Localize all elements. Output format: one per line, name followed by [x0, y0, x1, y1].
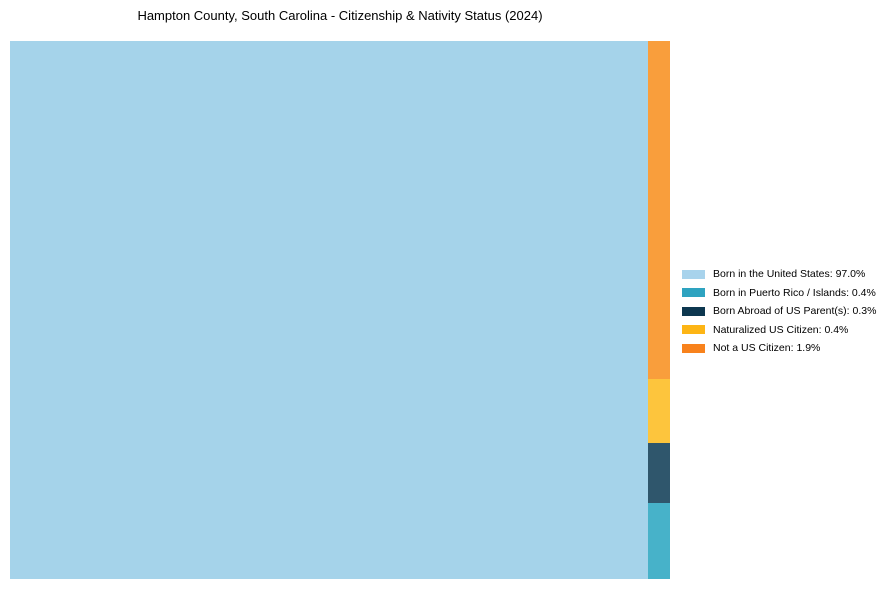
legend-row-4: Not a US Citizen: 1.9%	[682, 339, 876, 358]
legend-row-1: Born in Puerto Rico / Islands: 0.4%	[682, 284, 876, 303]
treemap-rect-born-in-puerto-rico-islands	[648, 503, 670, 579]
chart-title: Hampton County, South Carolina - Citizen…	[137, 8, 543, 23]
treemap-rect-not-a-us-citizen	[648, 41, 670, 380]
legend-swatch-3	[682, 325, 705, 335]
legend-label-2: Born Abroad of US Parent(s): 0.3%	[713, 305, 877, 318]
treemap	[10, 41, 670, 579]
legend-swatch-2	[682, 306, 705, 316]
legend-swatch-0	[682, 269, 705, 279]
legend-label-4: Not a US Citizen: 1.9%	[713, 342, 821, 355]
legend-swatch-1	[682, 288, 705, 298]
legend: Born in the United States: 97.0% Born in …	[682, 265, 876, 358]
legend-row-3: Naturalized US Citizen: 0.4%	[682, 321, 876, 340]
legend-label-1: Born in Puerto Rico / Islands: 0.4%	[713, 286, 876, 299]
legend-label-0: Born in the United States: 97.0%	[713, 268, 866, 281]
legend-row-2: Born Abroad of US Parent(s): 0.3%	[682, 302, 876, 321]
treemap-rect-naturalized-us-citizen	[648, 379, 670, 443]
legend-swatch-4	[682, 343, 705, 353]
treemap-rect-born-in-the-united-states	[10, 41, 648, 579]
treemap-strip	[648, 41, 670, 579]
legend-label-3: Naturalized US Citizen: 0.4%	[713, 323, 849, 336]
legend-row-0: Born in the United States: 97.0%	[682, 265, 876, 284]
treemap-rect-born-abroad-of-us-parent-s	[648, 442, 670, 504]
